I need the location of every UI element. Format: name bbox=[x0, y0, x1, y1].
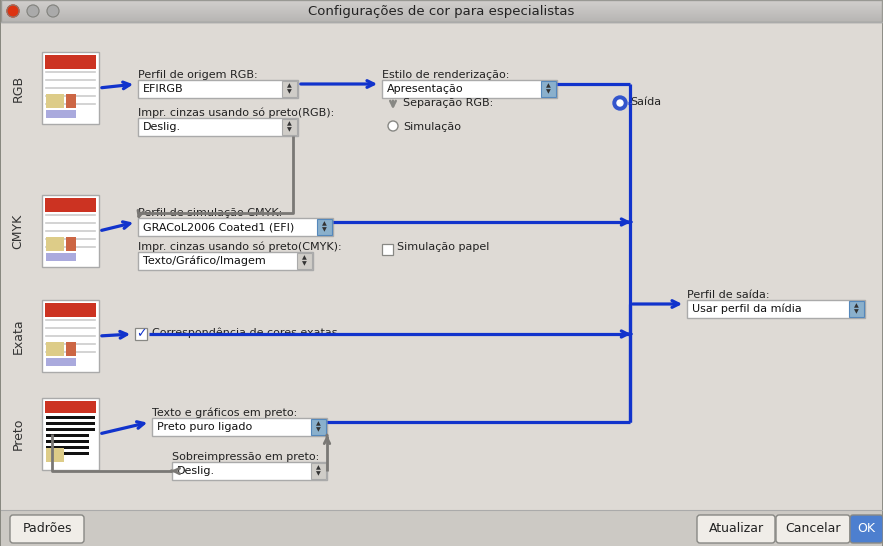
FancyBboxPatch shape bbox=[850, 515, 883, 543]
Text: Perfil de origem RGB:: Perfil de origem RGB: bbox=[138, 70, 258, 80]
Circle shape bbox=[388, 121, 398, 131]
FancyBboxPatch shape bbox=[311, 463, 326, 479]
Text: Saída: Saída bbox=[630, 97, 661, 107]
Text: ▼: ▼ bbox=[287, 128, 292, 133]
FancyBboxPatch shape bbox=[1, 21, 882, 22]
Text: Estilo de renderização:: Estilo de renderização: bbox=[382, 70, 509, 80]
Text: Texto/Gráfico/Imagem: Texto/Gráfico/Imagem bbox=[143, 256, 266, 266]
FancyBboxPatch shape bbox=[1, 6, 882, 7]
Text: Atualizar: Atualizar bbox=[708, 523, 764, 536]
Text: Impr. cinzas usando só preto(CMYK):: Impr. cinzas usando só preto(CMYK): bbox=[138, 242, 342, 252]
FancyBboxPatch shape bbox=[317, 219, 332, 235]
Text: Texto e gráficos em preto:: Texto e gráficos em preto: bbox=[152, 408, 298, 418]
FancyBboxPatch shape bbox=[46, 448, 64, 462]
Text: Cancelar: Cancelar bbox=[785, 523, 841, 536]
FancyBboxPatch shape bbox=[282, 81, 297, 97]
FancyBboxPatch shape bbox=[1, 0, 882, 1]
FancyBboxPatch shape bbox=[66, 342, 76, 356]
Text: ▲: ▲ bbox=[302, 256, 307, 260]
FancyBboxPatch shape bbox=[282, 119, 297, 135]
FancyBboxPatch shape bbox=[42, 300, 99, 372]
FancyBboxPatch shape bbox=[138, 80, 298, 98]
FancyBboxPatch shape bbox=[46, 440, 89, 443]
FancyBboxPatch shape bbox=[1, 10, 882, 11]
FancyBboxPatch shape bbox=[66, 94, 76, 108]
FancyBboxPatch shape bbox=[45, 55, 96, 69]
Circle shape bbox=[27, 5, 39, 17]
Text: RGB: RGB bbox=[11, 74, 25, 102]
Text: ▲: ▲ bbox=[287, 84, 292, 88]
Text: Usar perfil da mídia: Usar perfil da mídia bbox=[692, 304, 802, 314]
FancyBboxPatch shape bbox=[46, 253, 76, 261]
FancyBboxPatch shape bbox=[697, 515, 775, 543]
FancyBboxPatch shape bbox=[42, 52, 99, 124]
Text: Correspondência de cores exatas: Correspondência de cores exatas bbox=[152, 328, 337, 339]
Text: ▼: ▼ bbox=[546, 90, 551, 94]
Text: Exata: Exata bbox=[11, 318, 25, 354]
Circle shape bbox=[47, 5, 59, 17]
Text: Simulação: Simulação bbox=[403, 122, 461, 132]
Text: Deslig.: Deslig. bbox=[143, 122, 181, 132]
FancyBboxPatch shape bbox=[1, 4, 882, 5]
Text: Configurações de cor para especialistas: Configurações de cor para especialistas bbox=[308, 4, 575, 17]
FancyBboxPatch shape bbox=[1, 5, 882, 6]
FancyBboxPatch shape bbox=[46, 452, 89, 455]
Text: Preto puro ligado: Preto puro ligado bbox=[157, 422, 253, 432]
Text: ▲: ▲ bbox=[316, 422, 321, 426]
Text: Perfil de saída:: Perfil de saída: bbox=[687, 290, 769, 300]
Text: Impr. cinzas usando só preto(RGB):: Impr. cinzas usando só preto(RGB): bbox=[138, 108, 335, 118]
FancyBboxPatch shape bbox=[1, 14, 882, 15]
FancyBboxPatch shape bbox=[311, 419, 326, 435]
Text: Padrões: Padrões bbox=[22, 523, 72, 536]
Text: ▼: ▼ bbox=[287, 90, 292, 94]
Text: Deslig.: Deslig. bbox=[177, 466, 215, 476]
FancyBboxPatch shape bbox=[1, 8, 882, 9]
Circle shape bbox=[613, 96, 627, 110]
FancyBboxPatch shape bbox=[541, 81, 556, 97]
Text: ▼: ▼ bbox=[316, 472, 321, 477]
FancyBboxPatch shape bbox=[66, 237, 76, 251]
FancyBboxPatch shape bbox=[42, 398, 99, 470]
FancyBboxPatch shape bbox=[382, 244, 393, 255]
FancyBboxPatch shape bbox=[1, 3, 882, 4]
FancyBboxPatch shape bbox=[1, 11, 882, 12]
Text: OK: OK bbox=[857, 523, 876, 536]
FancyBboxPatch shape bbox=[1, 7, 882, 8]
Text: ▲: ▲ bbox=[316, 465, 321, 471]
Text: ▼: ▼ bbox=[854, 310, 859, 314]
FancyBboxPatch shape bbox=[46, 110, 76, 118]
FancyBboxPatch shape bbox=[138, 252, 313, 270]
Text: ▼: ▼ bbox=[302, 262, 307, 266]
Text: ▲: ▲ bbox=[322, 222, 327, 227]
FancyBboxPatch shape bbox=[45, 303, 96, 317]
Circle shape bbox=[617, 100, 623, 106]
Text: GRACoL2006 Coated1 (EFI): GRACoL2006 Coated1 (EFI) bbox=[143, 222, 294, 232]
FancyBboxPatch shape bbox=[46, 342, 64, 356]
FancyBboxPatch shape bbox=[46, 422, 95, 425]
FancyBboxPatch shape bbox=[849, 301, 864, 317]
FancyBboxPatch shape bbox=[1, 20, 882, 21]
FancyBboxPatch shape bbox=[1, 9, 882, 10]
FancyBboxPatch shape bbox=[776, 515, 850, 543]
Text: ▼: ▼ bbox=[322, 228, 327, 233]
Text: Apresentação: Apresentação bbox=[387, 84, 464, 94]
FancyBboxPatch shape bbox=[1, 13, 882, 14]
Text: EFIRGB: EFIRGB bbox=[143, 84, 184, 94]
FancyBboxPatch shape bbox=[45, 401, 96, 413]
FancyBboxPatch shape bbox=[1, 510, 882, 546]
FancyBboxPatch shape bbox=[138, 118, 298, 136]
Text: ✓: ✓ bbox=[136, 328, 147, 341]
Text: ▲: ▲ bbox=[546, 84, 551, 88]
FancyBboxPatch shape bbox=[1, 22, 882, 510]
FancyBboxPatch shape bbox=[1, 17, 882, 18]
Text: ▲: ▲ bbox=[287, 121, 292, 127]
FancyBboxPatch shape bbox=[138, 218, 333, 236]
Circle shape bbox=[7, 5, 19, 17]
FancyBboxPatch shape bbox=[10, 515, 84, 543]
FancyBboxPatch shape bbox=[172, 462, 327, 480]
FancyBboxPatch shape bbox=[1, 12, 882, 13]
Text: Preto: Preto bbox=[11, 418, 25, 450]
FancyBboxPatch shape bbox=[297, 253, 312, 269]
FancyBboxPatch shape bbox=[46, 237, 64, 251]
